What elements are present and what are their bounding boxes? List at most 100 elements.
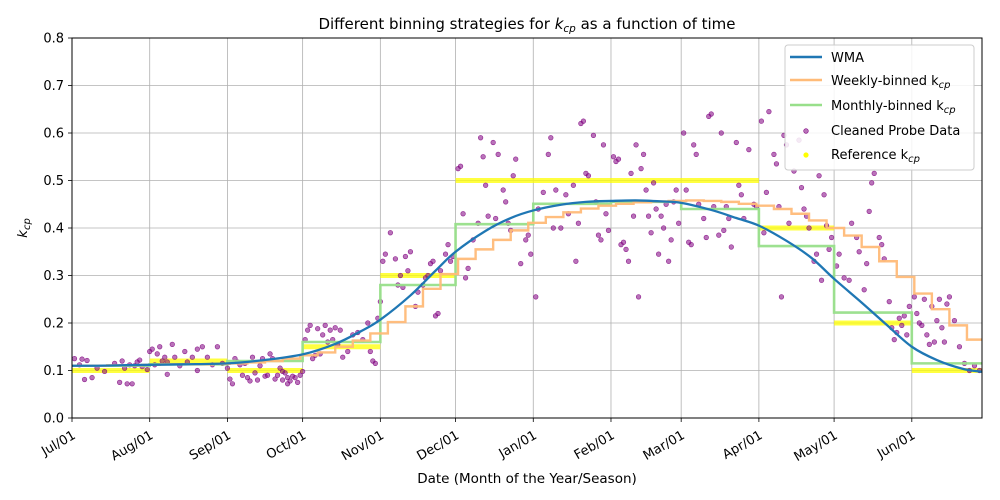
probe-point xyxy=(681,130,687,136)
probe-point xyxy=(846,277,852,283)
probe-point xyxy=(189,354,195,360)
probe-point xyxy=(653,206,659,212)
probe-point xyxy=(300,368,306,375)
probe-point xyxy=(119,358,125,364)
probe-point xyxy=(405,268,411,274)
probe-point xyxy=(688,242,694,248)
probe-point xyxy=(956,344,963,350)
probe-point xyxy=(813,251,820,257)
probe-point xyxy=(648,230,654,236)
probe-point xyxy=(249,354,256,360)
probe-point xyxy=(164,371,170,377)
probe-point xyxy=(934,318,940,324)
probe-point xyxy=(445,242,451,248)
probe-point xyxy=(761,230,767,236)
probe-point xyxy=(460,211,466,217)
probe-point xyxy=(914,310,920,317)
probe-point xyxy=(635,294,642,300)
probe-point xyxy=(71,356,78,362)
probe-point xyxy=(485,213,491,219)
probe-point xyxy=(763,189,770,195)
y-axis-title: kcp xyxy=(15,218,33,238)
probe-point xyxy=(944,301,950,307)
y-tick-label: 0.4 xyxy=(43,222,64,237)
probe-point xyxy=(315,326,321,332)
probe-point xyxy=(693,151,699,157)
y-tick-label: 0.6 xyxy=(43,127,64,142)
probe-point xyxy=(773,161,780,167)
wma-series xyxy=(71,199,983,374)
probe-point xyxy=(936,296,942,302)
probe-point xyxy=(247,378,253,384)
probe-point xyxy=(701,215,707,222)
probe-point xyxy=(826,246,832,252)
legend-box xyxy=(784,44,975,171)
chart-title: Different binning strategies for kcp as … xyxy=(318,15,735,35)
probe-point xyxy=(645,213,652,219)
probe-point xyxy=(194,346,200,352)
probe-point xyxy=(483,182,489,188)
x-tick-label: Jan/01 xyxy=(496,428,540,462)
y-tick-label: 0.5 xyxy=(43,174,64,189)
probe-point xyxy=(525,232,531,238)
probe-point xyxy=(332,325,338,331)
probe-point xyxy=(746,147,752,153)
probe-point xyxy=(841,275,847,281)
y-tick-label: 0.8 xyxy=(43,32,64,47)
probe-point xyxy=(786,220,792,226)
probe-point xyxy=(946,294,953,300)
probe-point xyxy=(144,366,150,373)
probe-point xyxy=(523,237,529,243)
probe-point xyxy=(691,142,697,148)
probe-point xyxy=(721,227,727,233)
probe-point xyxy=(778,294,785,300)
probe-point xyxy=(279,377,286,383)
probe-point xyxy=(292,375,298,381)
probe-point xyxy=(901,313,907,319)
probe-point xyxy=(869,180,875,186)
probe-point xyxy=(462,275,469,281)
probe-point xyxy=(656,251,662,257)
probe-point xyxy=(229,381,236,387)
wma-line xyxy=(71,199,983,374)
probe-point xyxy=(828,234,835,241)
probe-point xyxy=(117,379,123,385)
probe-point xyxy=(886,299,892,305)
probe-point xyxy=(503,199,509,205)
probe-point xyxy=(272,376,278,382)
probe-point xyxy=(951,318,958,324)
probe-point xyxy=(79,356,85,362)
probe-point xyxy=(771,151,777,157)
probe-point xyxy=(615,156,622,162)
probe-point xyxy=(864,261,870,267)
probe-point xyxy=(801,206,807,212)
probe-point xyxy=(580,118,587,124)
probe-point xyxy=(931,339,937,345)
x-tick-label: Feb/01 xyxy=(572,428,618,463)
probe-point xyxy=(194,367,200,374)
probe-point xyxy=(227,376,233,382)
x-tick-label: May/01 xyxy=(792,428,841,465)
legend-label: Reference kcp xyxy=(831,148,920,165)
weekly-binned-series xyxy=(72,199,982,367)
probe-point xyxy=(307,322,313,328)
legend-label: WMA xyxy=(831,51,864,66)
probe-point xyxy=(327,327,333,333)
probe-point xyxy=(716,232,722,238)
y-tick-label: 0.2 xyxy=(43,317,64,332)
probe-point xyxy=(573,258,579,264)
legend-label: Weekly-binned kcp xyxy=(831,74,951,91)
probe-point xyxy=(162,354,168,360)
probe-point xyxy=(625,258,632,264)
probe-point xyxy=(305,327,311,333)
probe-point xyxy=(620,239,627,245)
probe-point xyxy=(254,377,261,383)
probe-point xyxy=(861,287,867,293)
x-tick-label: Aug/01 xyxy=(109,428,157,464)
probe-point xyxy=(297,372,303,378)
probe-point xyxy=(891,337,897,343)
probe-point xyxy=(816,173,822,179)
probe-point xyxy=(252,370,258,376)
probe-point xyxy=(879,242,885,248)
probe-point xyxy=(435,310,441,317)
